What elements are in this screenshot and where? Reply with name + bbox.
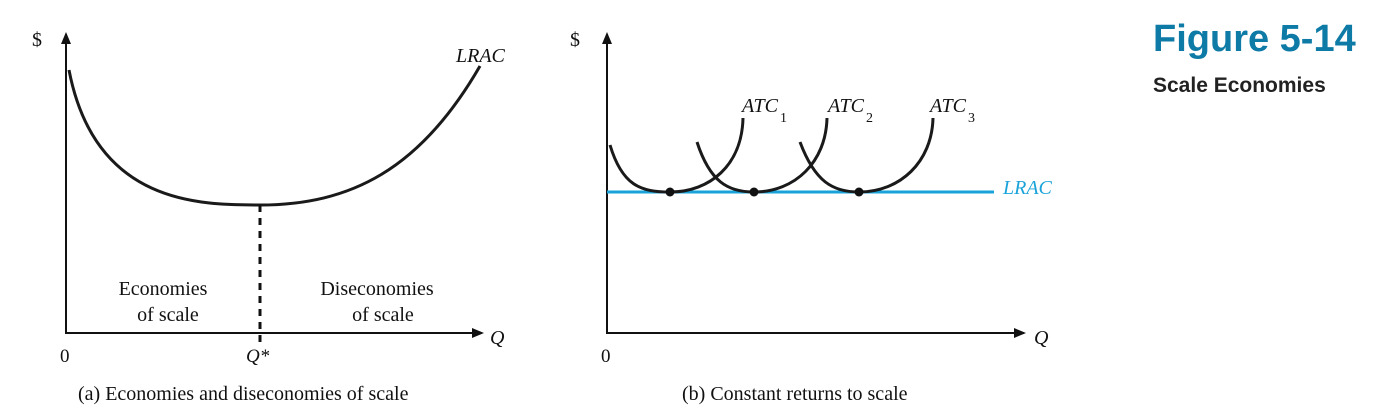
panel-a-y-label: $: [32, 29, 42, 51]
figure-number: Figure 5-14: [1153, 18, 1356, 60]
panel-a-economies-line1: Economies: [119, 278, 208, 300]
panel-b-atc3-base: ATC: [928, 95, 967, 117]
panel-a-diseconomies-line1: Diseconomies: [320, 278, 434, 300]
panel-a-lrac-label: LRAC: [455, 45, 506, 67]
panel-b-caption: (b) Constant returns to scale: [682, 383, 908, 405]
panel-a-qstar-label: Q*: [246, 346, 270, 367]
panel-b-atc1-subscript: 1: [780, 111, 787, 126]
panel-b-atc2-base: ATC: [826, 95, 865, 117]
panel-a-x-label: Q: [490, 327, 505, 349]
panel-b-origin-label: 0: [601, 346, 611, 367]
panel-b-tangent-point-2: [749, 187, 759, 197]
panel-b-atc2-label: ATC2: [826, 95, 873, 126]
panel-a-diseconomies-line2: of scale: [352, 304, 414, 326]
panel-a-lrac-curve: [67, 65, 482, 207]
figure-title: Scale Economies: [1153, 74, 1326, 97]
panel-b-atc1-label: ATC1: [740, 95, 787, 126]
panel-a-economies-line2: of scale: [137, 304, 199, 326]
panel-b-atc3-label: ATC3: [928, 95, 975, 126]
panel-b-y-label: $: [570, 29, 580, 51]
panel-b-tangent-point-3: [854, 187, 864, 197]
panel-b-x-label: Q: [1034, 327, 1049, 349]
panel-a-caption: (a) Economies and diseconomies of scale: [78, 383, 409, 405]
panel-b: $ Q 0 LRAC ATC1 ATC2 ATC3 (b) Constant r…: [570, 29, 1053, 405]
panel-b-tangent-point-1: [665, 187, 675, 197]
panel-b-atc3-curve: [798, 117, 935, 194]
panel-b-atc3-subscript: 3: [968, 111, 975, 126]
panel-a: $ Q 0 Q* LRAC Economies of scale Disecon…: [32, 29, 506, 405]
panel-b-atc1-base: ATC: [740, 95, 779, 117]
panel-a-origin-label: 0: [60, 346, 70, 367]
panel-b-atc2-curve: [695, 117, 829, 194]
panel-b-atc2-subscript: 2: [866, 111, 873, 126]
panel-b-atc1-curve: [608, 117, 745, 194]
panel-b-lrac-label: LRAC: [1002, 177, 1053, 199]
